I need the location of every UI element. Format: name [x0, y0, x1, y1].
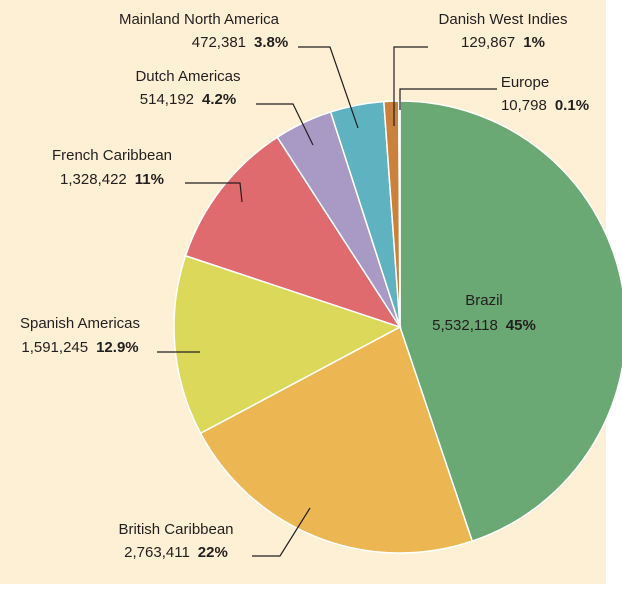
- slice-value-label: 129,867 1%: [461, 34, 545, 51]
- slice-label: French Caribbean: [52, 147, 172, 164]
- value-label: 1,328,422: [60, 171, 127, 188]
- leader-line: [256, 103, 314, 146]
- slice-label: Danish West Indies: [439, 11, 568, 28]
- value-label: 5,532,118: [432, 317, 498, 334]
- slice-label: Mainland North America: [119, 11, 280, 28]
- value-label: 2,763,411: [124, 544, 190, 561]
- slice-value-label: 514,192 4.2%: [140, 91, 236, 108]
- leader-line: [399, 88, 497, 110]
- slice-value-label: 472,381 3.8%: [192, 34, 288, 51]
- value-label: 514,192: [140, 91, 194, 108]
- slice-label: Europe: [501, 74, 549, 91]
- value-label: 1,591,245: [21, 339, 88, 356]
- leader-line: [393, 46, 428, 126]
- share-label: 3.8%: [254, 34, 288, 51]
- share-label: 0.1%: [555, 97, 589, 114]
- value-label: 472,381: [192, 34, 246, 51]
- share-label: 12.9%: [96, 339, 139, 356]
- pie-slice: [184, 136, 402, 329]
- share-label: 22%: [198, 544, 228, 561]
- slice-value-label: 1,591,245 12.9%: [21, 339, 138, 356]
- leader-line: [298, 46, 359, 129]
- slice-value-label: 2,763,411 22%: [124, 544, 228, 561]
- slice-value-label: 10,798 0.1%: [501, 97, 589, 114]
- pie-slice: [399, 100, 622, 543]
- slice-value-label: 1,328,422 11%: [60, 171, 164, 188]
- value-label: 129,867: [461, 34, 515, 51]
- slice-label: Spanish Americas: [20, 315, 140, 332]
- slice-label: British Caribbean: [118, 521, 233, 538]
- share-label: 4.2%: [202, 91, 236, 108]
- share-label: 1%: [523, 34, 545, 51]
- leader-line: [252, 507, 311, 557]
- value-label: 10,798: [501, 97, 547, 114]
- leader-line: [185, 182, 243, 203]
- slice-value-label: 5,532,118 45%: [432, 317, 536, 334]
- slice-label: Brazil: [465, 292, 503, 309]
- slice-label: Dutch Americas: [135, 68, 240, 85]
- pie-slice: [173, 254, 402, 435]
- pie-slice: [199, 325, 474, 554]
- share-label: 45%: [506, 317, 536, 334]
- share-label: 11%: [135, 171, 164, 188]
